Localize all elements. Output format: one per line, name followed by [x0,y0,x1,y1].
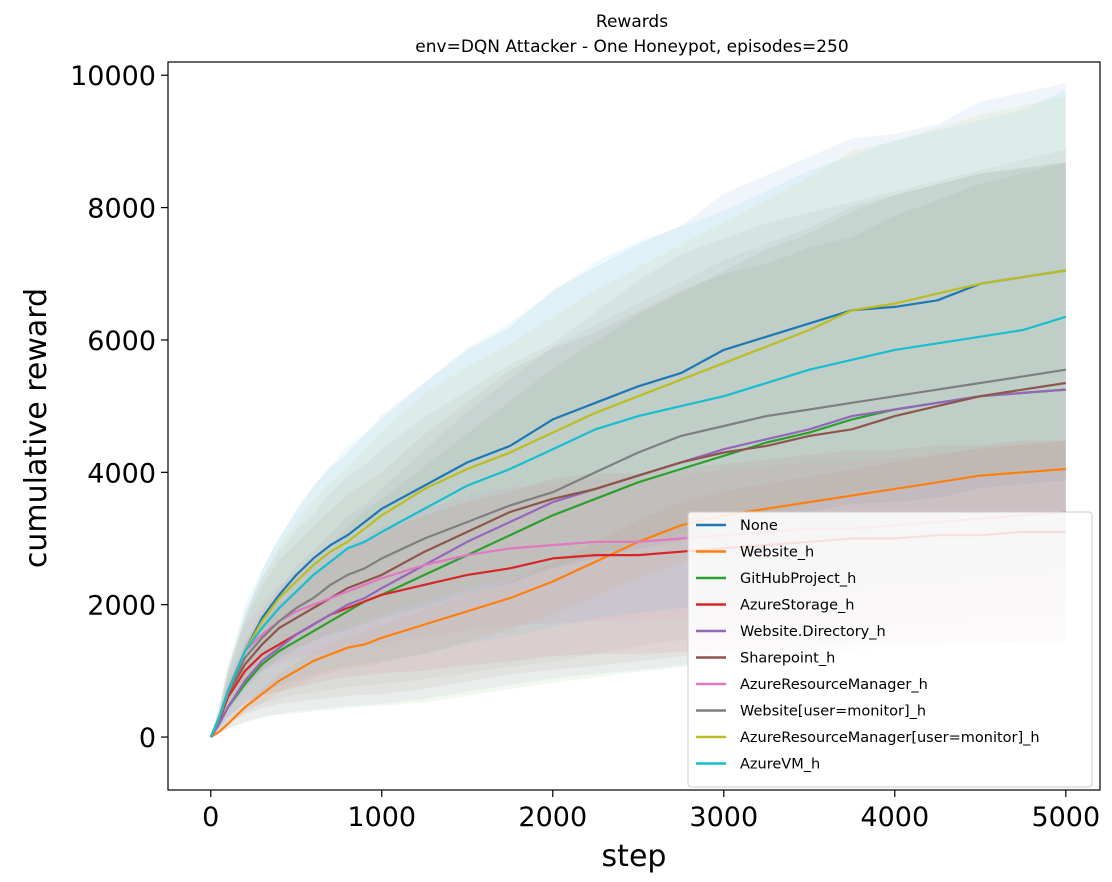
legend-label-0: None [740,518,778,534]
legend-box [687,511,1093,788]
x-axis-ticks: 0 1000 2000 3000 4000 5000 [202,790,1100,833]
x-tick-label: 5000 [1031,802,1100,833]
series-line-0 [209,269,1066,738]
y-tick-label: 10000 [70,61,156,92]
x-tick-label: 1000 [347,802,416,833]
y-tick-label: 2000 [87,591,156,622]
series-line-5 [209,381,1066,738]
y-tick-label: 8000 [87,194,156,225]
series-line-4 [209,388,1066,738]
legend-label-2: GitHubProject_h [740,571,856,587]
y-axis-ticks: 0 2000 4000 6000 8000 10000 [70,61,168,754]
series-line-7 [209,368,1066,738]
legend-label-6: AzureResourceManager_h [740,677,928,693]
series-line-8 [209,269,1066,738]
y-tick-label: 4000 [87,458,156,489]
y-tick-label: 6000 [87,326,156,357]
y-axis-label: cumulative reward [19,288,54,568]
series-line-1 [210,467,1066,739]
x-tick-label: 0 [202,802,219,833]
legend-label-9: AzureVM_h [740,757,820,773]
x-tick-label: 2000 [518,802,587,833]
series-lines [209,269,1067,739]
legend-label-4: Website.Directory_h [740,624,886,640]
legend-label-5: Sharepoint_h [740,651,835,667]
chart-title: Rewards [596,12,668,32]
legend-label-3: AzureStorage_h [740,598,854,614]
legend-label-8: AzureResourceManager[user=monitor]_h [740,730,1040,746]
x-axis-label: step [602,839,667,874]
legend-label-1: Website_h [740,545,814,561]
plot-frame [167,61,1101,791]
legend: None Website_h GitHubProject_h AzureStorage… [687,511,1093,788]
x-tick-label: 3000 [689,802,758,833]
y-tick-label: 0 [139,723,156,754]
x-tick-label: 4000 [860,802,929,833]
legend-label-7: Website[user=monitor]_h [740,704,926,720]
series-line-9 [209,315,1067,738]
band-0 [210,83,1066,738]
chart-subtitle: env=DQN Attacker - One Honeypot, episode… [415,37,848,57]
series-line-2 [209,388,1066,738]
